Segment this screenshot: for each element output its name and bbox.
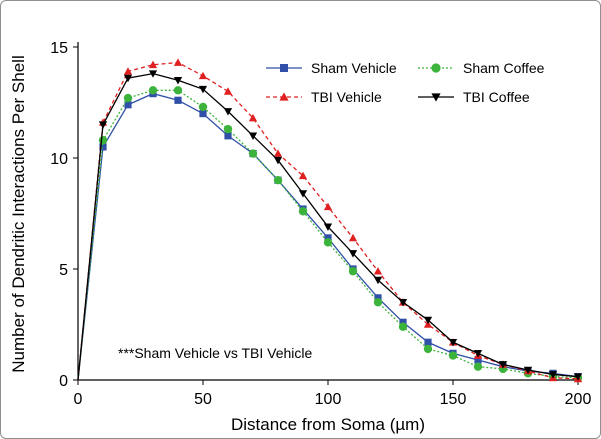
data-point-sham-coffee <box>348 267 358 276</box>
legend: Sham Vehicle Sham Coffee TBI Vehicle TBI Co… <box>266 60 545 105</box>
x-tick-label: 50 <box>194 391 212 408</box>
data-point-tbi-coffee <box>473 350 483 358</box>
legend-marker-icon <box>280 64 288 72</box>
data-point-sham-coffee <box>248 149 258 158</box>
data-point-tbi-coffee <box>148 70 158 78</box>
series-line-tbi-vehicle <box>77 61 579 381</box>
data-point-sham-coffee <box>323 238 333 247</box>
series-layer <box>77 58 583 383</box>
series-tbi-coffee <box>77 70 583 381</box>
series-sham-vehicle <box>77 90 582 381</box>
data-point-tbi-coffee <box>323 223 333 231</box>
annotation-text: ***Sham Vehicle vs TBI Vehicle <box>118 345 313 361</box>
data-point-sham-coffee <box>98 136 108 145</box>
legend-marker-icon <box>431 63 441 73</box>
data-point-tbi-coffee <box>523 366 533 375</box>
y-tick-label: 10 <box>50 151 68 168</box>
data-point-sham-coffee <box>398 322 408 331</box>
data-point-sham-vehicle <box>324 234 332 242</box>
data-point-tbi-coffee <box>498 361 508 369</box>
data-point-sham-vehicle <box>424 338 432 346</box>
data-point-sham-coffee <box>273 176 283 185</box>
data-point-tbi-coffee <box>373 276 383 285</box>
data-point-sham-coffee <box>298 207 308 216</box>
data-point-tbi-coffee <box>98 121 108 129</box>
data-point-tbi-vehicle <box>273 149 283 157</box>
data-point-sham-coffee <box>123 93 133 103</box>
data-point-sham-coffee <box>448 351 458 360</box>
data-point-sham-vehicle <box>174 96 182 104</box>
data-point-sham-coffee <box>223 124 233 134</box>
data-point-tbi-coffee <box>348 250 358 258</box>
data-point-sham-vehicle <box>124 101 132 109</box>
series-sham-coffee <box>77 86 583 382</box>
y-tick-label: 0 <box>59 373 68 390</box>
legend-label: TBI Vehicle <box>311 89 382 105</box>
data-point-tbi-vehicle <box>323 202 333 211</box>
data-point-tbi-coffee <box>273 156 283 165</box>
legend-item-tbi-vehicle: TBI Vehicle <box>266 89 382 105</box>
y-axis-label: Number of Dendritic Interactions Per She… <box>9 55 28 372</box>
data-point-sham-vehicle <box>99 143 107 151</box>
data-point-tbi-vehicle <box>298 171 308 180</box>
data-point-tbi-coffee <box>248 132 258 140</box>
data-point-tbi-coffee <box>398 298 408 307</box>
data-point-tbi-coffee <box>423 316 433 325</box>
legend-item-tbi-coffee: TBI Coffee <box>418 89 530 105</box>
x-axis-label: Distance from Soma (µm) <box>231 415 425 434</box>
data-point-tbi-vehicle <box>348 233 358 242</box>
data-point-tbi-vehicle <box>123 67 133 75</box>
x-tick-label: 0 <box>74 391 83 408</box>
data-point-tbi-vehicle <box>248 113 258 122</box>
data-point-sham-coffee <box>473 362 483 371</box>
data-point-sham-vehicle <box>399 318 407 326</box>
legend-item-sham-vehicle: Sham Vehicle <box>266 60 397 76</box>
data-point-tbi-vehicle <box>223 87 233 95</box>
data-point-tbi-coffee <box>198 85 208 94</box>
data-point-sham-vehicle <box>474 356 482 364</box>
x-tick-label: 200 <box>565 391 592 408</box>
data-point-sham-coffee <box>173 86 183 95</box>
series-tbi-vehicle <box>77 58 583 383</box>
data-point-tbi-coffee <box>298 190 308 198</box>
series-line-sham-coffee <box>77 89 579 381</box>
data-point-sham-coffee <box>198 102 208 112</box>
data-point-tbi-coffee <box>223 108 233 116</box>
axes: 0 50 100 150 200 0 5 10 15 <box>50 40 591 408</box>
data-point-tbi-coffee <box>123 74 133 83</box>
legend-label: TBI Coffee <box>463 89 530 105</box>
y-tick-label: 15 <box>50 40 68 57</box>
data-point-sham-coffee <box>373 298 383 307</box>
x-tick-label: 100 <box>315 391 342 408</box>
data-point-tbi-vehicle <box>198 71 208 80</box>
data-point-tbi-vehicle <box>173 58 183 66</box>
data-point-sham-vehicle <box>224 132 232 140</box>
legend-marker-icon <box>279 92 289 101</box>
data-point-sham-vehicle <box>374 294 382 302</box>
data-point-sham-vehicle <box>199 110 207 118</box>
data-point-tbi-vehicle <box>373 267 383 275</box>
data-point-tbi-coffee <box>448 338 458 347</box>
data-point-tbi-coffee <box>573 373 583 381</box>
data-point-tbi-vehicle <box>148 60 158 69</box>
x-tick-label: 150 <box>440 391 467 408</box>
legend-label: Sham Vehicle <box>311 60 397 76</box>
legend-marker-icon <box>431 93 441 102</box>
data-point-tbi-coffee <box>548 371 558 379</box>
legend-label: Sham Coffee <box>463 60 545 76</box>
data-point-tbi-coffee <box>173 76 183 85</box>
data-point-sham-coffee <box>423 344 433 354</box>
y-tick-label: 5 <box>59 262 68 279</box>
data-point-sham-coffee <box>148 86 158 95</box>
legend-item-sham-coffee: Sham Coffee <box>418 60 545 76</box>
